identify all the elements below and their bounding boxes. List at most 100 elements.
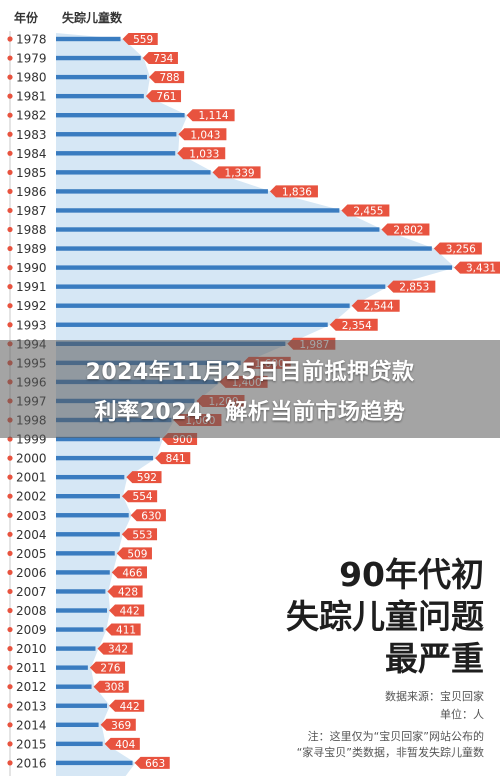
bar <box>56 494 120 499</box>
bar <box>56 303 350 308</box>
bar <box>56 589 106 594</box>
value-label: 559 <box>133 34 153 46</box>
value-label-tag <box>126 471 162 484</box>
bar <box>56 646 96 651</box>
value-label: 592 <box>137 472 157 484</box>
bar <box>56 170 211 175</box>
bar <box>56 36 121 42</box>
value-label-tag <box>107 585 143 598</box>
headline-line-3: 最严重 <box>385 639 484 678</box>
bar <box>56 760 133 766</box>
overlay-title-line-2: 利率2024，解析当前市场趋势 <box>94 400 406 425</box>
value-label: 2,853 <box>399 282 429 294</box>
bar <box>56 208 340 213</box>
year-marker <box>7 112 13 118</box>
footnote-line-2: “家寻宝贝”类数据，非暂发失踪儿童数 <box>296 746 484 759</box>
value-label-tag <box>116 547 152 560</box>
bar <box>56 608 108 613</box>
value-label-tag <box>104 737 140 750</box>
value-label-tag <box>178 128 227 141</box>
value-label: 428 <box>118 586 138 598</box>
source-note: 数据来源：宝贝回家 <box>385 690 484 703</box>
year-tick-label: 2009 <box>16 623 47 637</box>
value-label: 342 <box>108 644 128 656</box>
year-marker <box>7 93 13 99</box>
bar <box>56 113 185 118</box>
value-label-tag <box>97 642 133 655</box>
value-area-envelope <box>56 33 455 776</box>
year-tick-label: 2007 <box>16 585 47 599</box>
year-marker <box>7 55 13 61</box>
year-tick-label: 1989 <box>16 242 47 256</box>
value-label: 761 <box>156 91 176 103</box>
value-label: 553 <box>132 529 152 541</box>
bar <box>56 265 453 270</box>
year-tick-label: 1990 <box>16 261 47 275</box>
value-label: 841 <box>166 453 186 465</box>
bar <box>56 55 141 61</box>
year-tick-label: 1992 <box>16 299 47 313</box>
bar <box>56 532 120 537</box>
year-tick-label: 1991 <box>16 280 47 294</box>
value-label-tag <box>111 566 147 579</box>
value-label-tag <box>134 756 170 769</box>
value-label-tag <box>142 52 178 65</box>
value-label: 442 <box>120 606 140 618</box>
year-tick-label: 2001 <box>16 471 47 485</box>
year-marker <box>7 741 13 747</box>
year-tick-label: 2012 <box>16 680 47 694</box>
year-marker <box>7 474 13 480</box>
year-marker <box>7 684 13 690</box>
value-label: 1,033 <box>189 148 219 160</box>
year-marker <box>7 588 13 595</box>
bar <box>56 722 99 727</box>
bar <box>56 284 386 289</box>
value-label-tag <box>100 718 136 731</box>
bar <box>56 151 176 156</box>
bar <box>56 322 328 327</box>
year-marker <box>7 512 13 518</box>
bar <box>56 703 108 708</box>
value-column-header: 失踪儿童数 <box>62 10 123 25</box>
year-marker <box>7 493 13 499</box>
bar <box>56 436 160 442</box>
year-tick-label: 2002 <box>16 490 47 504</box>
year-tick-label: 1993 <box>16 318 47 332</box>
year-marker <box>7 760 13 766</box>
value-label: 2,455 <box>353 205 383 217</box>
value-label: 308 <box>104 682 124 694</box>
overlay-title-line-1: 2024年11月25日目前抵押贷款 <box>85 360 415 385</box>
value-label-tag <box>109 699 145 712</box>
bar <box>56 570 110 575</box>
year-marker <box>7 722 13 728</box>
value-label: 554 <box>133 491 153 503</box>
year-marker <box>7 531 13 537</box>
headline-line-1: 90年代初 <box>339 555 484 594</box>
value-label: 2,802 <box>393 225 423 237</box>
value-label-tag <box>269 185 318 198</box>
value-label-tag <box>186 109 235 122</box>
year-tick-label: 2010 <box>16 642 47 656</box>
year-marker <box>7 455 13 461</box>
value-label: 1,114 <box>199 110 229 122</box>
bar <box>56 741 103 747</box>
year-marker <box>7 150 13 156</box>
value-label: 276 <box>100 663 120 675</box>
year-tick-label: 2004 <box>16 528 47 542</box>
year-tick-label: 2013 <box>16 699 47 713</box>
value-label-tag <box>148 71 185 84</box>
year-marker <box>7 36 13 42</box>
headline-line-2: 失踪儿童问题 <box>286 597 484 636</box>
value-label: 2,544 <box>364 301 394 313</box>
year-marker <box>7 226 13 233</box>
value-label-tag <box>89 661 126 674</box>
year-marker <box>7 569 13 576</box>
value-label: 3,256 <box>446 244 476 256</box>
value-label-tag <box>387 280 436 293</box>
value-label-tag <box>121 528 158 541</box>
year-marker <box>7 665 13 671</box>
year-marker <box>7 646 13 652</box>
value-label: 369 <box>111 720 131 732</box>
year-tick-label: 2015 <box>16 737 47 751</box>
year-tick-label: 1980 <box>16 71 47 85</box>
